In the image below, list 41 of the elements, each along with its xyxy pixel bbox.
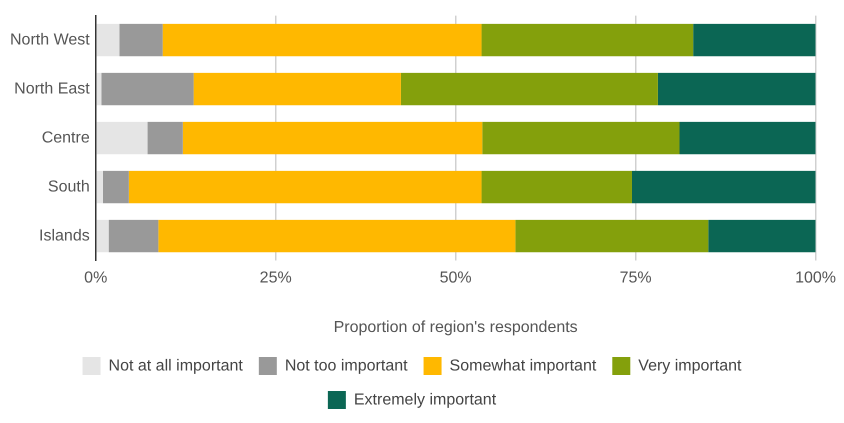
bar	[162, 24, 482, 56]
bar	[515, 220, 708, 252]
bar	[482, 122, 680, 154]
legend-label: Extremely important	[354, 391, 497, 408]
bar	[96, 170, 103, 204]
legend-label: Not too important	[284, 357, 408, 374]
bar	[658, 72, 816, 106]
bar	[693, 24, 816, 56]
bar	[194, 72, 401, 106]
bar	[482, 24, 694, 56]
bar	[96, 122, 148, 154]
bar	[96, 72, 102, 106]
bar	[119, 24, 163, 56]
bar	[708, 220, 816, 252]
bar	[128, 170, 482, 204]
bar	[400, 72, 658, 106]
x-tick-label: 0%	[84, 270, 108, 287]
bar	[102, 170, 129, 204]
bar	[482, 170, 632, 204]
bar	[632, 170, 816, 204]
y-tick-label: Islands	[39, 228, 90, 245]
x-axis-title: Proportion of region's respondents	[334, 318, 578, 336]
y-tick-label: North West	[10, 32, 90, 49]
bar	[96, 220, 109, 252]
bar	[679, 122, 816, 154]
bar	[182, 122, 482, 154]
bar	[101, 72, 194, 106]
x-tick-label: 50%	[440, 270, 472, 287]
bar	[148, 122, 183, 154]
bar	[96, 24, 120, 56]
x-tick-label: 100%	[795, 270, 836, 287]
legend-label: Somewhat important	[450, 357, 597, 374]
x-tick-label: 25%	[260, 270, 292, 287]
y-tick-label: South	[48, 178, 90, 196]
bar	[158, 220, 516, 252]
y-tick-label: Centre	[42, 130, 90, 147]
legend-label: Not at all important	[108, 357, 244, 374]
y-tick-label: North East	[14, 80, 90, 98]
x-tick-label: 75%	[620, 270, 652, 287]
legend-label: Very important	[638, 357, 742, 374]
bar	[108, 220, 158, 252]
